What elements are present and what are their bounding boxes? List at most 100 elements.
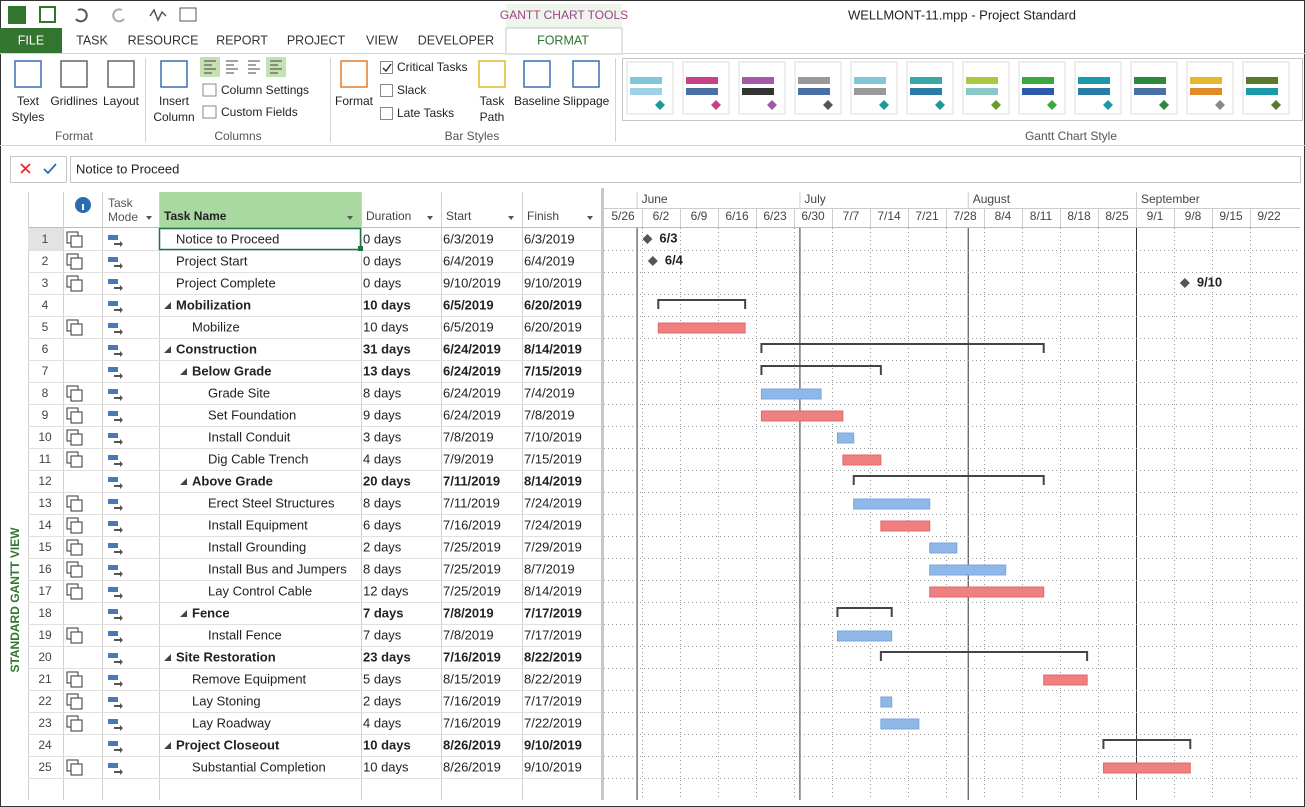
style-swatch[interactable] [1130, 61, 1178, 115]
task-name[interactable]: Dig Cable Trench [208, 451, 308, 466]
undo-icon[interactable] [75, 8, 88, 23]
button-icon[interactable] [14, 60, 42, 88]
column-header[interactable]: Start [446, 209, 472, 223]
header-dropdown[interactable] [347, 216, 353, 220]
task-name[interactable]: Mobilization [176, 297, 251, 312]
align-button[interactable] [266, 57, 286, 77]
ribbon-tab[interactable]: DEVELOPER [418, 33, 494, 47]
task-name[interactable]: Project Closeout [176, 737, 280, 752]
style-swatch[interactable] [626, 61, 674, 115]
task-name[interactable]: Substantial Completion [192, 759, 326, 774]
task-name[interactable]: Lay Roadway [192, 715, 271, 730]
style-swatch[interactable] [1018, 61, 1066, 115]
button-icon[interactable] [60, 60, 88, 88]
style-swatch[interactable] [738, 61, 786, 115]
task-name[interactable]: Below Grade [192, 363, 271, 378]
task-name[interactable]: Fence [192, 605, 230, 620]
ribbon-tab[interactable]: PROJECT [287, 33, 346, 47]
button-label[interactable]: Format [335, 94, 374, 108]
task-name[interactable]: Install Conduit [208, 429, 291, 444]
check-label[interactable]: Slack [397, 83, 427, 97]
collapse-triangle[interactable] [180, 610, 187, 617]
button-label[interactable]: Insert [159, 94, 190, 108]
style-swatch[interactable] [682, 61, 730, 115]
task-name[interactable]: Project Complete [176, 275, 276, 290]
style-swatch[interactable] [962, 61, 1010, 115]
collapse-triangle[interactable] [164, 302, 171, 309]
column-header[interactable]: Finish [527, 209, 559, 223]
style-swatch[interactable] [906, 61, 954, 115]
ribbon-item[interactable]: Custom Fields [221, 105, 298, 119]
button-icon[interactable] [523, 60, 551, 88]
header-dropdown[interactable] [427, 216, 433, 220]
quick-icon[interactable] [179, 7, 197, 22]
task-name[interactable]: Project Start [176, 253, 248, 268]
button-label[interactable]: Slippage [563, 94, 610, 108]
save-icon[interactable] [39, 6, 56, 23]
header-dropdown[interactable] [508, 216, 514, 220]
collapse-triangle[interactable] [164, 742, 171, 749]
task-name[interactable]: Mobilize [192, 319, 240, 334]
cancel-icon[interactable] [20, 163, 31, 174]
task-name[interactable]: Site Restoration [176, 649, 276, 664]
button-label[interactable]: Text [17, 94, 40, 108]
entry-field[interactable] [70, 156, 1301, 183]
redo-icon[interactable] [112, 8, 125, 23]
task-name[interactable]: Construction [176, 341, 257, 356]
header-dropdown[interactable] [146, 216, 152, 220]
button-label[interactable]: Styles [12, 110, 45, 124]
style-swatch[interactable] [1074, 61, 1122, 115]
collapse-triangle[interactable] [180, 478, 187, 485]
button-label[interactable]: Layout [103, 94, 140, 108]
ribbon-tab[interactable]: VIEW [366, 33, 398, 47]
task-name[interactable]: Remove Equipment [192, 671, 307, 686]
task-name[interactable]: Above Grade [192, 473, 273, 488]
button-label[interactable]: Path [480, 110, 505, 124]
column-header[interactable]: Duration [366, 209, 411, 223]
column-header[interactable]: Task Name [164, 209, 227, 223]
style-swatch[interactable] [1242, 61, 1290, 115]
collapse-triangle[interactable] [180, 368, 187, 375]
check-label[interactable]: Critical Tasks [397, 60, 467, 74]
checkbox[interactable] [380, 84, 393, 97]
collapse-triangle[interactable] [164, 654, 171, 661]
button-icon[interactable] [340, 60, 368, 88]
checkbox[interactable] [380, 61, 393, 74]
header-dropdown[interactable] [587, 216, 593, 220]
ribbon-tab[interactable]: FILE [18, 33, 44, 47]
style-swatch[interactable] [1186, 61, 1234, 115]
ribbon-tab[interactable]: RESOURCE [128, 33, 199, 47]
collapse-triangle[interactable] [164, 346, 171, 353]
button-label[interactable]: Column [153, 110, 194, 124]
ribbon-tab[interactable]: TASK [76, 33, 108, 47]
task-name[interactable]: Set Foundation [208, 407, 296, 422]
task-name[interactable]: Install Bus and Jumpers [208, 561, 347, 576]
enter-icon[interactable] [43, 163, 57, 175]
quick-icon[interactable] [149, 8, 167, 22]
ribbon-tab[interactable]: FORMAT [537, 33, 589, 47]
button-icon[interactable] [107, 60, 135, 88]
button-icon[interactable] [572, 60, 600, 88]
button-label[interactable]: Task [480, 94, 506, 108]
item-icon[interactable] [202, 83, 217, 97]
ribbon-item[interactable]: Column Settings [221, 83, 309, 97]
task-name[interactable]: Lay Control Cable [208, 583, 312, 598]
task-name[interactable]: Erect Steel Structures [208, 495, 335, 510]
button-icon[interactable] [478, 60, 506, 88]
button-label[interactable]: Baseline [514, 94, 560, 108]
style-swatch[interactable] [794, 61, 842, 115]
style-swatch[interactable] [850, 61, 898, 115]
checkbox[interactable] [380, 107, 393, 120]
task-name[interactable]: Install Fence [208, 627, 282, 642]
task-name[interactable]: Lay Stoning [192, 693, 261, 708]
item-icon[interactable] [202, 105, 217, 119]
task-name[interactable]: Notice to Proceed [176, 231, 279, 246]
task-name[interactable]: Grade Site [208, 385, 270, 400]
task-name[interactable]: Install Equipment [208, 517, 308, 532]
button-icon[interactable] [160, 60, 188, 88]
button-label[interactable]: Gridlines [50, 94, 97, 108]
align-button[interactable] [200, 57, 220, 77]
check-label[interactable]: Late Tasks [397, 106, 454, 120]
task-name[interactable]: Install Grounding [208, 539, 306, 554]
ribbon-tab[interactable]: REPORT [216, 33, 268, 47]
